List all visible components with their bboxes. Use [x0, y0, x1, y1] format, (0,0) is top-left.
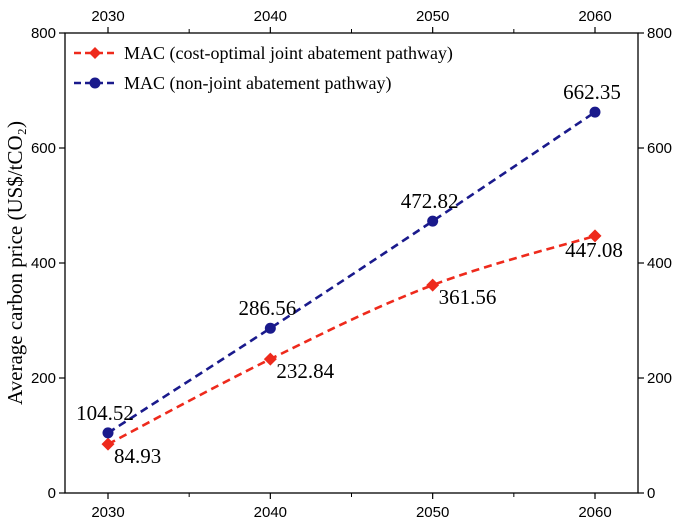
data-point-diamond [263, 352, 277, 366]
x-tick-label-bottom: 2050 [416, 504, 449, 521]
right-axis: 0 200 400 600 800 [638, 25, 672, 502]
x-tick-label-top: 2030 [91, 8, 124, 25]
x-tick-label-top: 2040 [254, 8, 287, 25]
legend: MAC (cost-optimal joint abatement pathwa… [74, 43, 453, 94]
data-labels: 84.93 232.84 361.56 447.08 104.52 286.56 472.8… [76, 80, 623, 468]
x-tick-label-bottom: 2060 [578, 504, 611, 521]
x-tick-label-bottom: 2040 [254, 504, 287, 521]
data-point-circle [102, 427, 114, 439]
y-tick-label-left: 800 [31, 25, 56, 42]
data-label: 84.93 [114, 444, 161, 468]
y-tick-label-right: 400 [647, 255, 672, 272]
data-point-diamond [426, 278, 440, 292]
y-tick-label-right: 200 [647, 370, 672, 387]
y-tick-label-left: 200 [31, 370, 56, 387]
series-line-1 [107, 111, 596, 434]
data-label: 104.52 [76, 401, 134, 425]
data-label: 232.84 [276, 359, 334, 383]
data-label: 286.56 [238, 296, 296, 320]
data-point-diamond [101, 437, 115, 451]
y-axis-label: Average carbon price (US$/tCO₂) [3, 121, 27, 405]
legend-label-non-joint: MAC (non-joint abatement pathway) [124, 73, 391, 94]
data-label: 361.56 [439, 285, 497, 309]
data-label: 447.08 [565, 238, 623, 262]
y-tick-label-right: 0 [647, 485, 655, 502]
x-tick-label-bottom: 2030 [91, 504, 124, 521]
data-point-circle [427, 215, 439, 227]
data-label: 472.82 [401, 189, 459, 213]
top-axis: 2030 2040 2050 2060 [91, 8, 612, 33]
x-tick-label-top: 2050 [416, 8, 449, 25]
bottom-axis: 2030 2040 2050 2060 [91, 493, 612, 521]
series-layer [101, 106, 602, 451]
y-tick-label-right: 800 [647, 25, 672, 42]
series-line-0 [107, 234, 596, 446]
y-tick-label-left: 600 [31, 140, 56, 157]
plot-frame [64, 32, 639, 494]
legend-marker-cost-optimal [89, 47, 101, 59]
left-axis: 0 200 400 600 800 [31, 25, 65, 502]
x-tick-label-top: 2060 [578, 8, 611, 25]
y-tick-label-left: 0 [48, 485, 56, 502]
legend-marker-non-joint [89, 77, 101, 89]
y-tick-label-right: 600 [647, 140, 672, 157]
legend-label-cost-optimal: MAC (cost-optimal joint abatement pathwa… [124, 43, 453, 64]
data-point-diamond [588, 229, 602, 243]
data-point-circle [264, 322, 276, 334]
data-point-circle [589, 106, 601, 118]
data-label: 662.35 [563, 80, 621, 104]
y-tick-label-left: 400 [31, 255, 56, 272]
